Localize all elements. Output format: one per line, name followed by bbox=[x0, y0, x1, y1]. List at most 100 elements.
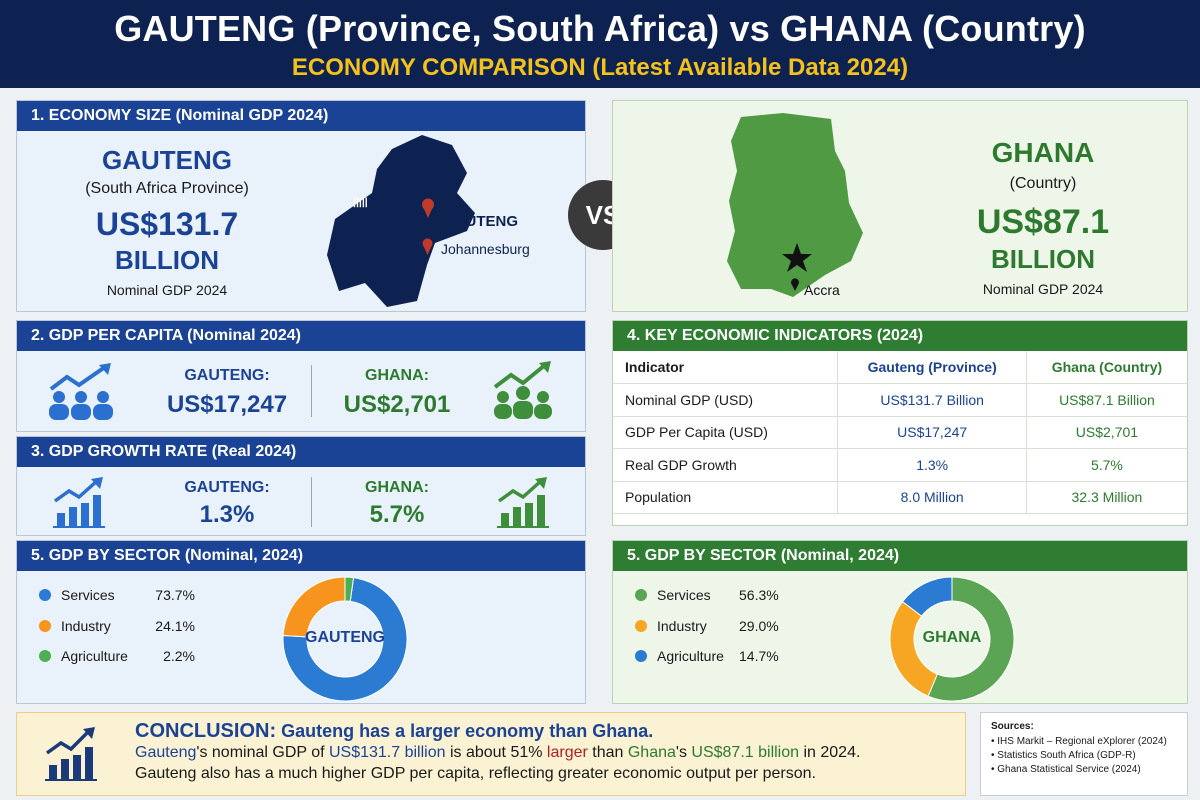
legend-value: 29.0% bbox=[739, 617, 779, 634]
gauteng-per-capita-label: GAUTENG: bbox=[184, 367, 270, 384]
ghana-growth: GHANA: 5.7% bbox=[327, 479, 467, 529]
gauteng-cell: 1.3% bbox=[837, 448, 1027, 482]
conclusion-fragment: is about 51% bbox=[445, 744, 547, 761]
donut-slice-agriculture bbox=[901, 576, 953, 617]
gauteng-growth-label: GAUTENG: bbox=[184, 479, 270, 496]
accra-map-label: Accra bbox=[804, 282, 840, 298]
conclusion-text: CONCLUSION: Gauteng has a larger economy… bbox=[135, 721, 955, 784]
conclusion-fragment: 's nominal GDP of bbox=[196, 744, 329, 761]
sources-list: IHS Markit – Regional eXplorer (2024) St… bbox=[991, 735, 1177, 777]
gauteng-per-capita: GAUTENG: US$17,247 bbox=[157, 367, 297, 419]
conclusion-head-text: Gauteng has a larger economy than Ghana. bbox=[276, 721, 654, 741]
ghana-growth-value: 5.7% bbox=[369, 501, 425, 528]
source-item: Statistics South Africa (GDP-R) bbox=[991, 749, 1177, 763]
ghana-map: Accra bbox=[727, 113, 863, 298]
indicators-panel: 4. KEY ECONOMIC INDICATORS (2024) Indica… bbox=[612, 320, 1188, 526]
source-item: IHS Markit – Regional eXplorer (2024) bbox=[991, 735, 1177, 749]
conclusion-fragment: 's bbox=[675, 744, 692, 761]
sector-donut-gauteng: GAUTENG bbox=[282, 576, 408, 702]
legend-label: Services bbox=[61, 587, 115, 603]
sector-legend-gauteng: Services 73.7% Industry 24.1% Agriculture 2.2… bbox=[39, 587, 219, 679]
divider bbox=[311, 477, 312, 527]
map-pin-icon bbox=[422, 238, 433, 255]
page-subtitle: ECONOMY COMPARISON (Latest Available Dat… bbox=[291, 54, 909, 81]
table-row: GDP Per Capita (USD) US$17,247 US$2,701 bbox=[613, 416, 1187, 449]
economy-size-bar: 1. ECONOMY SIZE (Nominal GDP 2024) bbox=[17, 101, 585, 131]
divider bbox=[311, 365, 312, 417]
gauteng-size-block: GAUTENG (South Africa Province) US$131.7… bbox=[27, 145, 307, 298]
gauteng-map: ꟾꟾꟾꟾꟾ GAUTENG Johannesburg bbox=[327, 135, 530, 307]
row-label: Nominal GDP (USD) bbox=[613, 383, 838, 417]
donut-slice-services bbox=[927, 576, 1015, 702]
ghana-header: Ghana (Country) bbox=[1025, 351, 1187, 384]
legend-value: 56.3% bbox=[739, 587, 779, 603]
gauteng-growth-value: 1.3% bbox=[199, 501, 255, 528]
row-label: Population bbox=[613, 481, 838, 514]
ghana-subname: (Country) bbox=[1009, 175, 1077, 192]
legend-label: Industry bbox=[61, 617, 111, 634]
per-capita-bar: 2. GDP PER CAPITA (Nominal 2024) bbox=[17, 321, 585, 351]
source-item: Ghana Statistical Service (2024) bbox=[991, 763, 1177, 777]
legend-item-industry: Industry 24.1% bbox=[39, 618, 219, 649]
gauteng-subname: (South Africa Province) bbox=[85, 180, 249, 197]
ghana-growth-label: GHANA: bbox=[365, 479, 429, 496]
conclusion-line-2: Gauteng also has a much higher GDP per c… bbox=[135, 765, 816, 782]
ghana-cell: US$2,701 bbox=[1025, 416, 1187, 449]
gauteng-gdp-inline: US$131.7 billion bbox=[328, 744, 446, 761]
sources-box: Sources: IHS Markit – Regional eXplorer … bbox=[980, 712, 1188, 796]
donut-hole bbox=[915, 602, 989, 676]
ghana-per-capita: GHANA: US$2,701 bbox=[327, 367, 467, 419]
gauteng-map-text: ꟾꟾꟾꟾꟾ bbox=[353, 197, 368, 210]
donut-hole bbox=[308, 602, 382, 676]
ghana-cell: 5.7% bbox=[1025, 448, 1187, 482]
legend-swatch bbox=[39, 589, 51, 601]
bar-chart-growth-icon bbox=[45, 727, 97, 781]
people-growth-icon bbox=[493, 361, 552, 419]
ghana-gdp-value: US$87.1 bbox=[976, 203, 1110, 241]
table-row: Population 8.0 Million 32.3 Million bbox=[613, 481, 1187, 514]
gauteng-per-capita-value: US$17,247 bbox=[166, 391, 288, 418]
gauteng-growth: GAUTENG: 1.3% bbox=[157, 479, 297, 529]
legend-swatch bbox=[39, 650, 51, 662]
larger-word: larger bbox=[546, 744, 588, 761]
ghana-name: GHANA bbox=[991, 137, 1095, 168]
indicators-table: Indicator Gauteng (Province) Ghana (Coun… bbox=[613, 351, 1187, 514]
table-row: Nominal GDP (USD) US$131.7 Billion US$87… bbox=[613, 383, 1187, 417]
donut-center-label: GAUTENG bbox=[305, 629, 385, 646]
sector-panel-ghana: 5. GDP BY SECTOR (Nominal, 2024) Service… bbox=[612, 540, 1188, 704]
growth-bar: 3. GDP GROWTH RATE (Real 2024) bbox=[17, 437, 585, 467]
gauteng-cell: US$17,247 bbox=[837, 416, 1027, 449]
legend-item-services: Services 56.3% bbox=[635, 587, 815, 618]
indicator-header: Indicator bbox=[613, 351, 838, 384]
capital-star-icon bbox=[782, 243, 812, 272]
legend-swatch bbox=[635, 650, 647, 662]
legend-item-agriculture: Agriculture 2.2% bbox=[39, 648, 219, 679]
gauteng-gdp-value: US$131.7 bbox=[95, 206, 239, 242]
ghana-word: Ghana bbox=[627, 744, 676, 761]
donut-slice-services bbox=[282, 577, 408, 702]
gauteng-map-label: GAUTENG bbox=[443, 213, 518, 230]
row-label: GDP Per Capita (USD) bbox=[613, 416, 838, 449]
gauteng-cell: 8.0 Million bbox=[837, 481, 1027, 514]
donut-center-label: GHANA bbox=[923, 629, 982, 646]
sector-bar-gauteng: 5. GDP BY SECTOR (Nominal, 2024) bbox=[17, 541, 585, 571]
legend-value: 24.1% bbox=[155, 617, 195, 634]
page-title: GAUTENG (Province, South Africa) vs GHAN… bbox=[114, 8, 1086, 49]
ghana-per-capita-value: US$2,701 bbox=[343, 391, 451, 418]
legend-label: Agriculture bbox=[61, 648, 128, 664]
gauteng-word: Gauteng bbox=[135, 744, 197, 761]
ghana-gdp-note: Nominal GDP 2024 bbox=[982, 281, 1104, 297]
bar-chart-growth-icon bbox=[53, 477, 105, 528]
indicators-bar: 4. KEY ECONOMIC INDICATORS (2024) bbox=[613, 321, 1187, 351]
donut-slice-agriculture bbox=[344, 576, 355, 602]
legend-item-services: Services 73.7% bbox=[39, 587, 219, 618]
legend-value: 2.2% bbox=[163, 648, 195, 664]
legend-swatch bbox=[635, 619, 647, 632]
ghana-size-panel: Accra GHANA (Country) US$87.1 BILLION No… bbox=[612, 100, 1188, 312]
sector-panel-gauteng: 5. GDP BY SECTOR (Nominal, 2024) Service… bbox=[16, 540, 586, 704]
table-row: Real GDP Growth 1.3% 5.7% bbox=[613, 448, 1187, 482]
growth-panel: 3. GDP GROWTH RATE (Real 2024) GAUTENG: … bbox=[16, 436, 586, 536]
people-growth-icon bbox=[49, 363, 113, 420]
legend-label: Services bbox=[657, 587, 711, 603]
legend-value: 14.7% bbox=[739, 648, 779, 664]
